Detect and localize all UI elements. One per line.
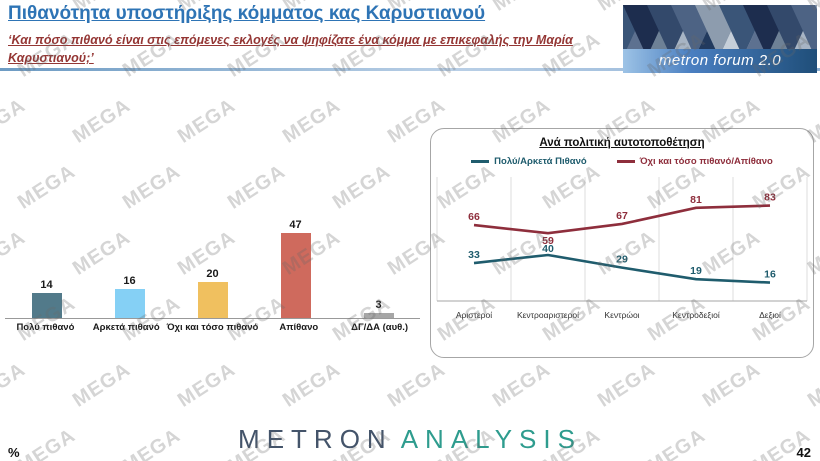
mega-watermark: MEGA: [803, 358, 820, 412]
bar: [31, 292, 62, 318]
bar-chart-plot: 14 16 20 47 3: [5, 218, 420, 319]
metron-forum-logo: metron forum 2.0: [623, 5, 817, 73]
line-x-label: Κεντροαριστεροί: [517, 310, 579, 320]
legend-label: Όχι και τόσο πιθανό/Απίθανο: [639, 156, 773, 167]
mega-watermark: MEGA: [593, 358, 660, 412]
bar-value-label: 14: [40, 278, 53, 291]
bar-category-label: Πολύ πιθανό: [16, 322, 75, 333]
line-value-label: 16: [764, 269, 776, 281]
legend-line-swatch: [616, 160, 635, 163]
bar: [363, 312, 394, 318]
line-value-label: 67: [616, 210, 628, 222]
metron-analysis-logo: METRON ANALYSIS: [0, 424, 820, 455]
line-series: [473, 253, 771, 284]
bar-category-label: Όχι και τόσο πιθανό: [166, 322, 259, 333]
bar: [114, 289, 145, 318]
bar-column: 47: [254, 219, 337, 318]
line-value-label: 59: [542, 235, 554, 247]
line-chart-title: Ανά πολιτική αυτοτοποθέτηση: [539, 137, 705, 149]
bar-chart: 14 16 20 47 3 Πολύ πιθανό Αρκετά πιθανό Όχι κα…: [5, 218, 420, 333]
line-value-label: 66: [468, 211, 480, 223]
mega-watermark: MEGA: [0, 358, 30, 412]
line-chart-plot: Αριστεροί Κεντροαριστεροί Κεντρώοι Κεντροδε…: [436, 177, 808, 320]
brand-analysis: ANALYSIS: [400, 424, 582, 454]
mega-watermark: MEGA: [118, 160, 185, 214]
line-x-label: Δεξιοί: [759, 310, 781, 320]
subtitle-question: ‘Και πόσο πιθανό είναι στις επόμενες εκλ…: [8, 33, 573, 66]
mega-watermark: MEGA: [173, 358, 240, 412]
percent-unit-label: %: [8, 445, 20, 460]
logo-text: metron forum 2.0: [623, 49, 817, 73]
mega-watermark: MEGA: [173, 94, 240, 148]
mega-watermark: MEGA: [68, 94, 135, 148]
bar-value-label: 16: [123, 275, 136, 288]
line-value-label: 29: [616, 254, 628, 266]
mega-watermark: MEGA: [489, 0, 555, 17]
bar-column: 3: [337, 299, 420, 318]
mega-watermark: MEGA: [328, 160, 395, 214]
line-x-label: Κεντροδεξιοί: [672, 310, 720, 320]
mega-watermark: MEGA: [278, 358, 345, 412]
bar-value-label: 20: [206, 268, 219, 280]
bar: [197, 282, 228, 318]
mega-watermark: MEGA: [488, 358, 555, 412]
line-value-label: 33: [468, 249, 480, 261]
line-chart-panel: Ανά πολιτική αυτοτοποθέτηση Πολύ/Αρκετά …: [430, 128, 814, 358]
brand-metron: METRON: [238, 424, 393, 454]
mega-watermark: MEGA: [223, 160, 290, 214]
bar-category-label: Απίθανο: [279, 322, 319, 333]
line-series: [473, 204, 771, 235]
bar-value-label: 47: [289, 219, 302, 232]
bar-column: 16: [88, 275, 171, 318]
line-x-label: Κεντρώοι: [604, 310, 639, 320]
bar-value-label: 3: [375, 298, 382, 311]
mega-watermark: MEGA: [13, 160, 80, 214]
mega-watermark: MEGA: [0, 94, 30, 148]
bar: [280, 233, 311, 318]
mega-watermark: MEGA: [383, 358, 450, 412]
mega-watermark: MEGA: [68, 358, 135, 412]
legend-item: Όχι και τόσο πιθανό/Απίθανο: [616, 156, 773, 167]
bar-category-label: ΔΓ/ΔΑ (αυθ.): [351, 322, 409, 333]
page-title: Πιθανότητα υποστήριξης κόμματος κας Καρυ…: [8, 3, 486, 24]
line-value-label: 81: [690, 194, 702, 206]
line-value-label: 40: [542, 243, 554, 255]
line-chart-legend: Πολύ/Αρκετά Πιθανό Όχι και τόσο πιθανό/Απ…: [431, 156, 813, 167]
header-divider: [0, 68, 820, 71]
bar-column: 14: [5, 279, 88, 318]
legend-label: Πολύ/Αρκετά Πιθανό: [494, 156, 587, 167]
bar-column: 20: [171, 268, 254, 318]
legend-line-swatch: [471, 160, 490, 163]
page-number: 42: [796, 445, 811, 460]
line-value-label: 83: [764, 192, 776, 204]
line-value-label: 19: [690, 265, 702, 277]
bar-category-label: Αρκετά πιθανό: [92, 322, 160, 333]
mega-watermark: MEGA: [698, 358, 765, 412]
line-x-label: Αριστεροί: [456, 310, 492, 320]
legend-item: Πολύ/Αρκετά Πιθανό: [471, 156, 587, 167]
mega-watermark: MEGA: [278, 94, 345, 148]
bar-chart-axis-labels: Πολύ πιθανό Αρκετά πιθανό Όχι και τόσο πιθ…: [5, 319, 420, 333]
